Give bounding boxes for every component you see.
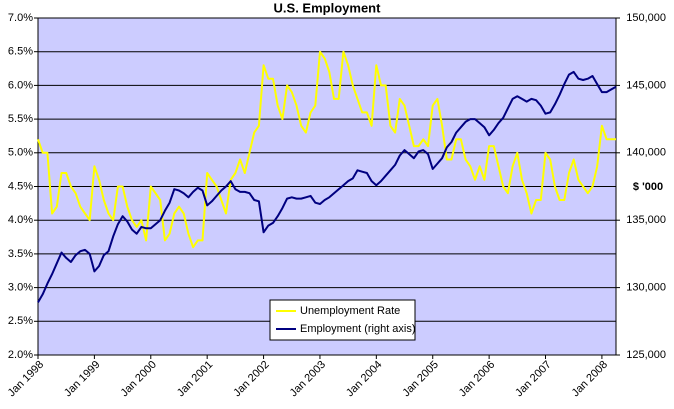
y-tick-label: 5.0% [8,147,33,159]
y-tick-label: 2.5% [8,315,33,327]
y-tick-label: 6.5% [8,46,33,58]
y-tick-label: 6.0% [8,79,33,91]
x-tick-label: Jan 2007 [513,359,553,399]
chart-title: U.S. Employment [274,0,382,15]
x-tick-label: Jan 2000 [118,359,158,399]
y2-tick-label: 140,000 [626,147,666,159]
legend-label: Unemployment Rate [300,305,400,317]
data-line [37,70,617,303]
y-tick-label: 7.0% [8,12,33,24]
y-tick-label: 3.5% [8,248,33,260]
x-tick-label: Jan 2008 [570,359,610,399]
y2-tick-label: 150,000 [626,12,666,24]
x-tick-label: Jan 2004 [344,359,384,399]
x-tick-label: Jan 2006 [457,359,497,399]
x-tick-label: Jan 2003 [288,359,328,399]
y2-tick-label: 145,000 [626,79,666,91]
y2-tick-label: 125,000 [626,349,666,361]
x-tick-label: Jan 1999 [62,359,102,399]
x-tick-label: Jan 2005 [400,359,440,399]
y-tick-label: 4.0% [8,214,33,226]
x-tick-label: Jan 1998 [6,359,46,399]
legend-label: Employment (right axis) [300,323,416,335]
y-tick-label: 2.0% [8,349,33,361]
y-tick-label: 5.5% [8,113,33,125]
y2-tick-label: 130,000 [626,282,666,294]
x-tick-label: Jan 2001 [175,359,215,399]
x-tick-label: Jan 2002 [231,359,271,399]
y2-axis-label: $ '000 [633,181,663,193]
y2-tick-label: 135,000 [626,214,666,226]
data-line [37,50,616,249]
y-tick-label: 4.5% [8,180,33,192]
legend: Unemployment Rate Employment (right axis) [269,299,416,341]
legend-box [269,299,416,341]
y-tick-label: 3.0% [8,282,33,294]
